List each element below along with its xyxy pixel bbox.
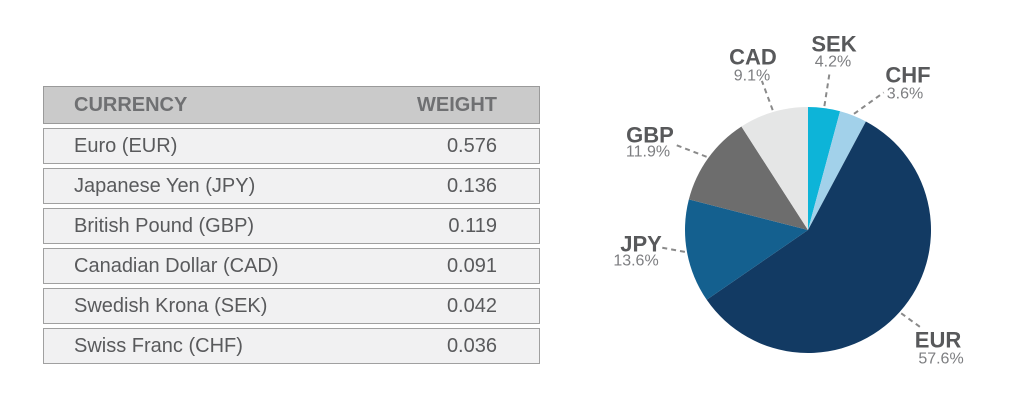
slice-percent-eur: 57.6% [918, 351, 963, 368]
table-row: Swiss Franc (CHF) 0.036 [43, 328, 540, 364]
currency-name: Swiss Franc (CHF) [74, 334, 243, 357]
currency-weight-table: CURRENCY WEIGHT Euro (EUR) 0.576 Japanes… [43, 86, 540, 364]
pie-slice-cad [741, 107, 808, 230]
currency-name: British Pound (GBP) [74, 214, 255, 237]
table-row: Japanese Yen (JPY) 0.136 [43, 168, 540, 204]
leader-line-sek [823, 71, 831, 107]
slice-percent-sek: 4.2% [815, 54, 851, 71]
column-header-currency: CURRENCY [74, 93, 188, 116]
table-row: Canadian Dollar (CAD) 0.091 [43, 248, 540, 284]
table-row: Swedish Krona (SEK) 0.042 [43, 288, 540, 324]
slice-percent-jpy: 13.6% [613, 253, 658, 270]
pie-slice-sek [808, 107, 841, 230]
currency-name: Swedish Krona (SEK) [74, 294, 268, 317]
slice-label-eur: EUR [915, 328, 962, 353]
leader-line-chf [853, 91, 885, 115]
slice-percent-chf: 3.6% [887, 86, 923, 103]
currency-name: Japanese Yen (JPY) [74, 174, 256, 197]
pie-chart-area: SEK 4.2% CHF 3.6% EUR 57.6% JPY 13.6% GBP 11.9% CA… [580, 0, 1024, 401]
leader-line-jpy [660, 246, 686, 253]
table-header-row: CURRENCY WEIGHT [43, 86, 540, 124]
slice-label-sek: SEK [811, 32, 856, 57]
slice-label-jpy: JPY [620, 232, 662, 257]
slice-percent-cad: 9.1% [734, 68, 770, 85]
slice-percent-gbp: 11.9% [626, 144, 670, 161]
currency-weight: 0.042 [446, 294, 497, 317]
column-header-weight: WEIGHT [417, 93, 497, 116]
leader-line-cad [760, 80, 774, 111]
slice-label-cad: CAD [729, 45, 777, 70]
pie-slice-chf [808, 111, 866, 230]
slice-label-gbp: GBP [626, 123, 674, 148]
currency-name: Euro (EUR) [74, 134, 178, 157]
pie-slice-jpy [684, 199, 808, 300]
leader-line-eur [900, 312, 923, 329]
currency-weight: 0.576 [446, 134, 497, 157]
currency-weight: 0.119 [448, 214, 497, 237]
leader-line-gbp [675, 143, 707, 158]
currency-weight: 0.036 [446, 334, 497, 357]
table-row: British Pound (GBP) 0.119 [43, 208, 540, 244]
table-row: Euro (EUR) 0.576 [43, 128, 540, 164]
pie-slice-gbp [688, 126, 808, 230]
currency-name: Canadian Dollar (CAD) [74, 254, 279, 277]
currency-weight: 0.136 [446, 174, 497, 197]
currency-weight: 0.091 [446, 254, 497, 277]
slice-label-chf: CHF [885, 63, 930, 88]
pie-slice-eur [706, 121, 932, 354]
